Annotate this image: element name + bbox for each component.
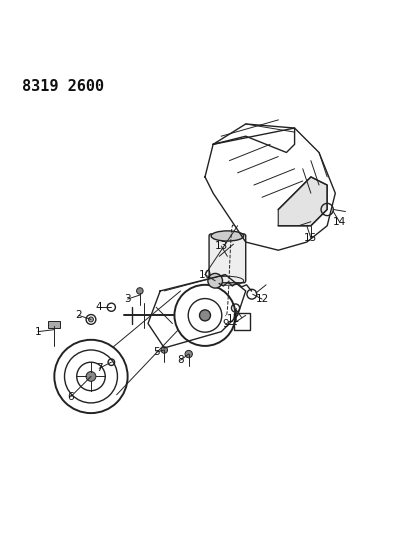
Text: 2: 2 xyxy=(75,310,82,320)
Text: 10: 10 xyxy=(198,270,211,280)
Circle shape xyxy=(161,347,167,353)
Text: 11: 11 xyxy=(226,314,240,325)
Text: 1: 1 xyxy=(35,327,41,337)
Text: 14: 14 xyxy=(332,217,345,227)
Text: 13: 13 xyxy=(214,241,227,251)
Text: 15: 15 xyxy=(303,233,317,243)
Text: 9: 9 xyxy=(222,319,228,328)
Ellipse shape xyxy=(211,231,243,241)
Circle shape xyxy=(199,310,210,321)
Circle shape xyxy=(184,350,192,358)
Text: 8319 2600: 8319 2600 xyxy=(22,79,103,94)
FancyBboxPatch shape xyxy=(209,234,245,283)
Circle shape xyxy=(207,273,222,288)
Text: 3: 3 xyxy=(124,294,130,304)
Text: 7: 7 xyxy=(96,364,102,373)
Polygon shape xyxy=(278,177,326,226)
Text: 12: 12 xyxy=(255,294,268,304)
Text: 6: 6 xyxy=(67,392,74,402)
Text: 8: 8 xyxy=(177,355,183,365)
Circle shape xyxy=(136,288,143,294)
Circle shape xyxy=(86,372,96,381)
FancyBboxPatch shape xyxy=(48,321,60,328)
Text: 4: 4 xyxy=(96,302,102,312)
Circle shape xyxy=(88,317,93,322)
Text: 5: 5 xyxy=(153,347,159,357)
